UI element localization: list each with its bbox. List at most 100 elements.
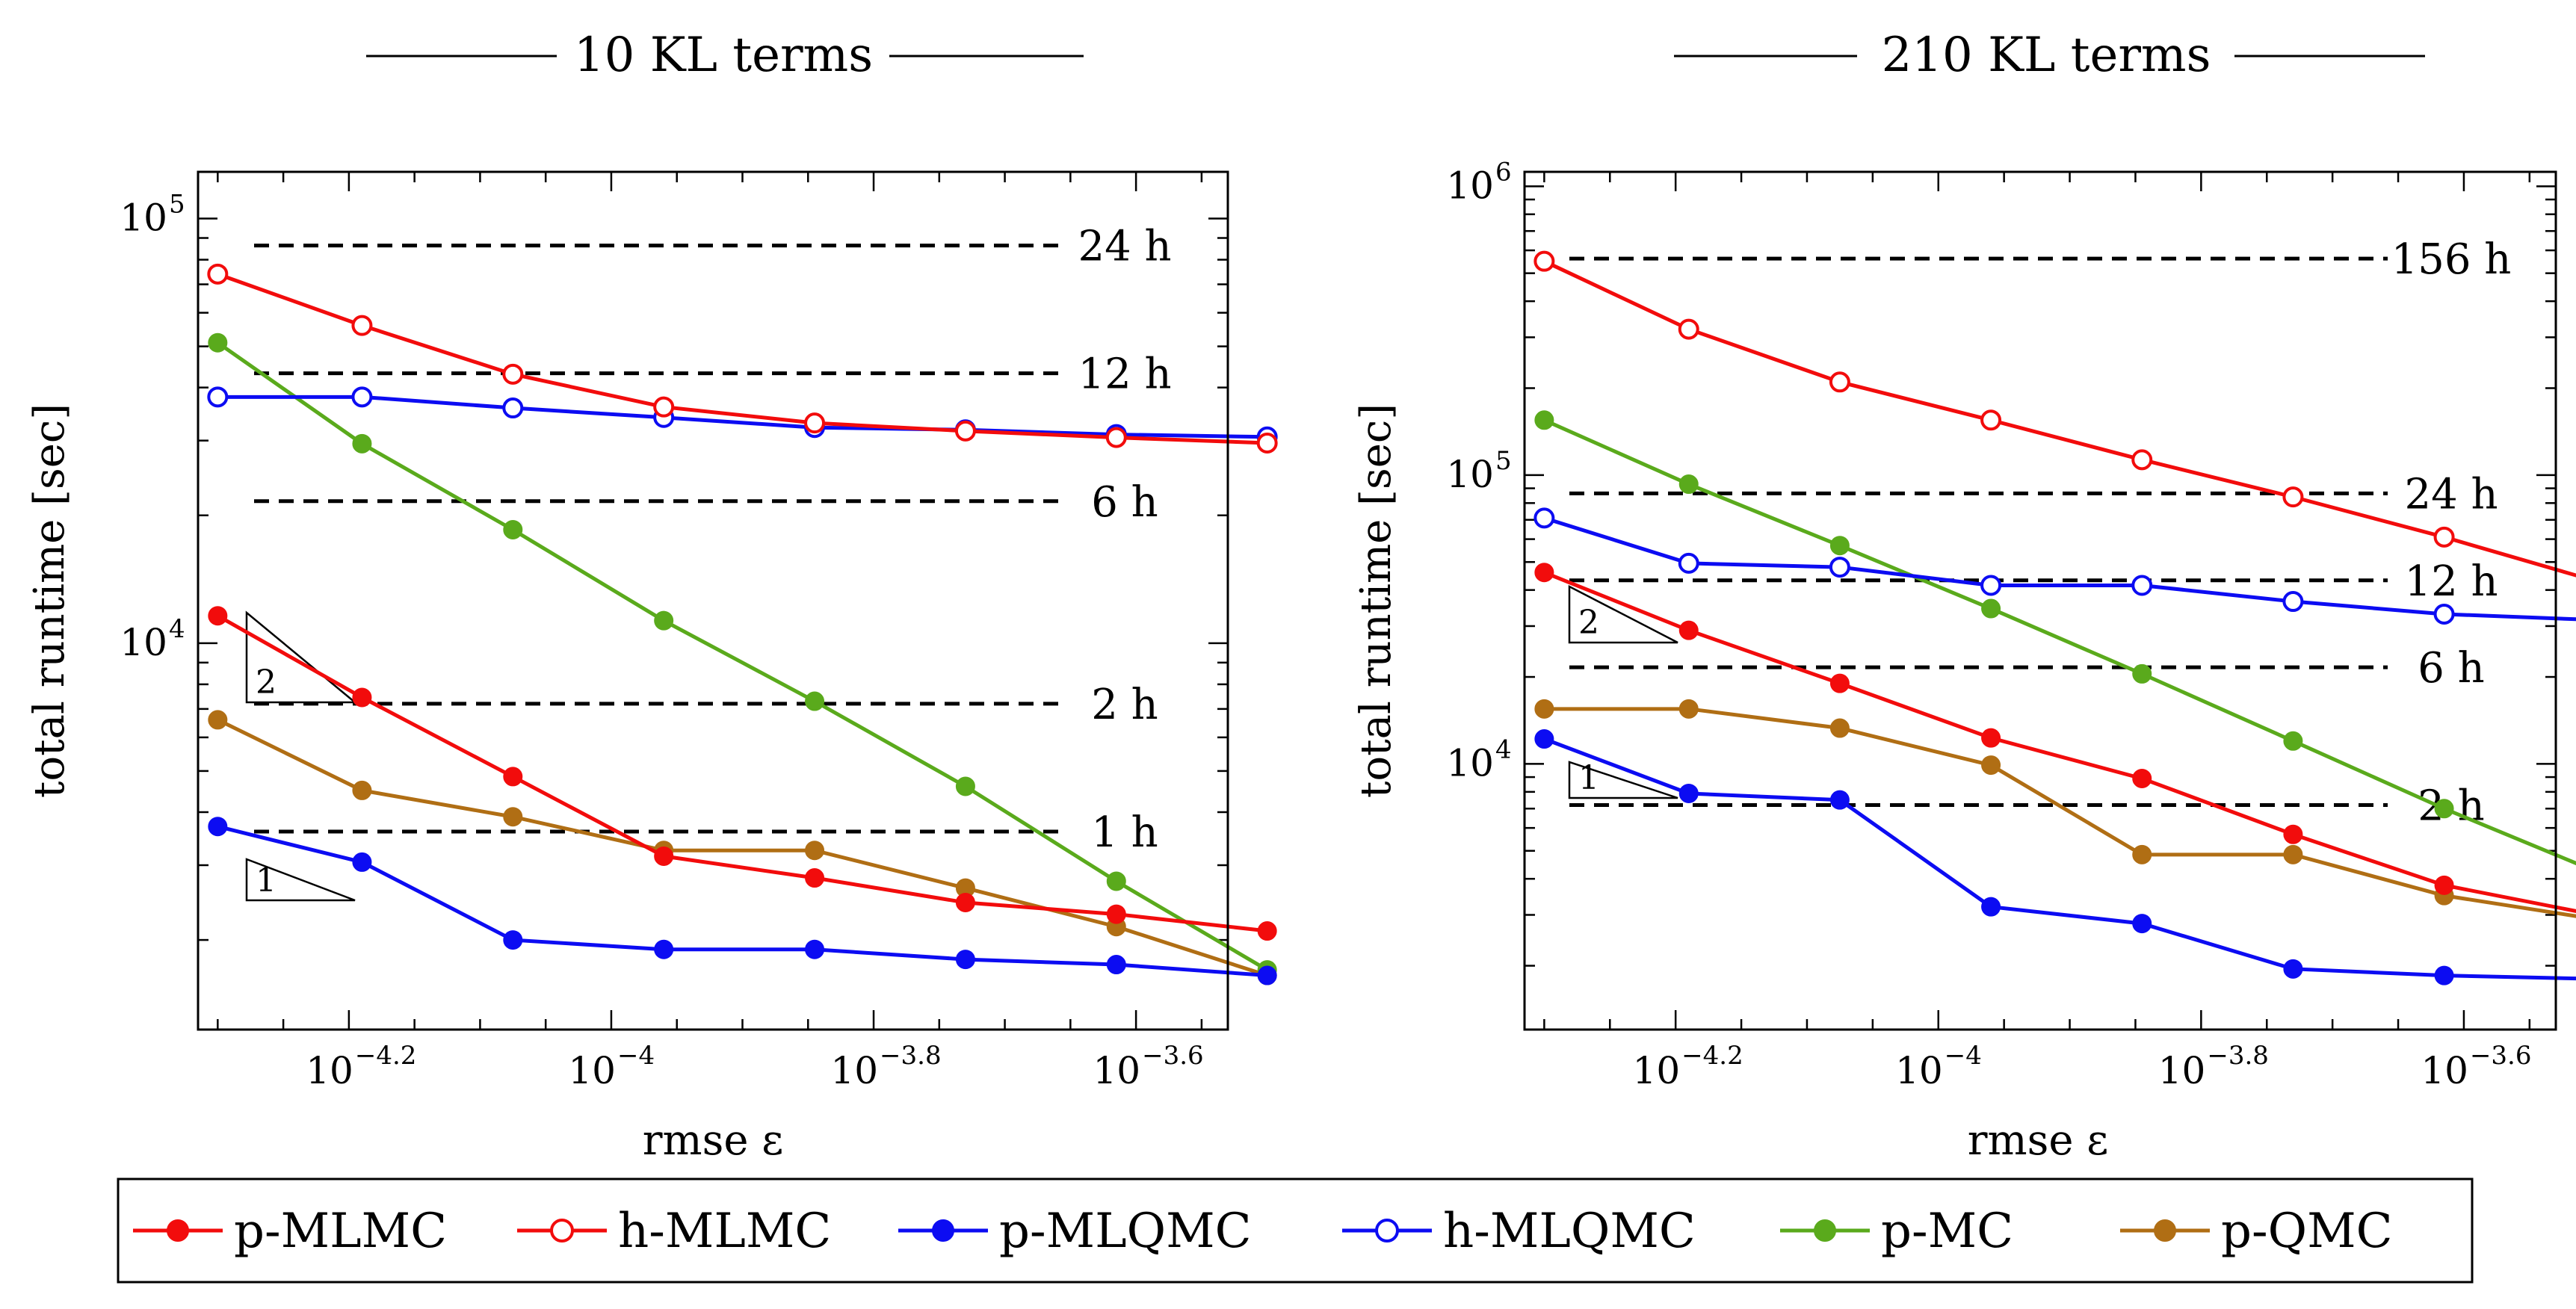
y-tick-label-exponent: 5	[169, 190, 185, 220]
series-line	[1543, 737, 2576, 981]
x-tick-label: 10	[1633, 1049, 1681, 1092]
data-point	[208, 817, 228, 837]
series-line	[1543, 259, 2576, 578]
legend-marker	[1375, 1219, 1399, 1243]
x-tick-label-exponent: −3.8	[2207, 1041, 2269, 1071]
y-tick-label: 10	[1446, 741, 1494, 785]
reference-line-label: 12 h	[1078, 350, 1171, 399]
data-point	[2131, 575, 2153, 596]
y-tick-label: 10	[120, 196, 167, 240]
data-point	[1678, 699, 1699, 719]
data-point	[1534, 410, 1554, 430]
x-tick-label: 10	[568, 1049, 616, 1092]
chart-title: 210 KL terms	[1882, 28, 2211, 83]
data-point	[2132, 663, 2152, 684]
data-point	[1533, 507, 1555, 529]
data-point	[805, 868, 825, 888]
axes-frame	[197, 170, 1229, 1031]
data-point	[2283, 824, 2303, 844]
legend-label: h-MLMC	[618, 1204, 831, 1259]
x-tick-label-exponent: −4	[1945, 1041, 1982, 1071]
legend-entry-p-mlqmc: p-MLQMC	[898, 1204, 1252, 1259]
legend-marker	[2154, 1219, 2176, 1242]
reference-line-label: 6 h	[1091, 478, 1158, 527]
data-point	[1981, 897, 2001, 917]
data-point	[1106, 904, 1126, 924]
data-point	[207, 386, 229, 408]
data-point	[1106, 955, 1126, 975]
data-point	[1678, 620, 1699, 640]
data-point	[1829, 536, 1850, 556]
x-tick-label-exponent: −4	[617, 1041, 655, 1071]
series-h-mlqmc	[1533, 507, 2576, 625]
series-line	[1543, 418, 2576, 866]
data-point	[654, 610, 674, 631]
x-tick-label-exponent: −4.2	[355, 1041, 417, 1071]
data-point	[2433, 603, 2455, 625]
x-axis-label: rmse ε	[1968, 1116, 2109, 1165]
legend-marker	[550, 1219, 574, 1243]
y-tick-label: 10	[1446, 453, 1494, 496]
legend-entry-h-mlqmc: h-MLQMC	[1342, 1204, 1696, 1259]
x-tick-label: 10	[2158, 1049, 2206, 1092]
data-point	[2434, 875, 2454, 895]
data-point	[502, 397, 524, 419]
data-point	[2434, 965, 2454, 985]
y-tick-label-exponent: 5	[1495, 446, 1512, 476]
series-p-mlqmc	[208, 817, 1277, 985]
data-point	[1534, 729, 1554, 749]
legend-frame	[117, 1178, 2474, 1284]
series-line	[217, 718, 1268, 977]
reference-line-label: 12 h	[2404, 557, 2498, 606]
x-axis-label: rmse ε	[643, 1116, 784, 1165]
data-point	[805, 939, 825, 959]
data-point	[2131, 449, 2153, 471]
data-point	[2282, 486, 2304, 508]
data-point	[955, 776, 975, 796]
reference-line-label: 156 h	[2391, 235, 2512, 284]
data-point	[1256, 432, 1278, 454]
chart-title: 10 KL terms	[574, 28, 873, 83]
legend-entry-p-mlmc: p-MLMC	[133, 1204, 447, 1259]
legend-label: p-MLQMC	[999, 1204, 1252, 1259]
reference-line-label: 24 h	[2404, 470, 2498, 519]
x-tick-label-exponent: −3.8	[880, 1041, 942, 1071]
series-line	[217, 272, 1267, 445]
data-point	[208, 332, 228, 353]
data-point	[805, 841, 825, 861]
data-point	[503, 519, 523, 539]
legend-marker	[1814, 1219, 1836, 1242]
data-point	[352, 852, 372, 872]
data-point	[352, 433, 372, 454]
x-tick-label-exponent: −3.6	[1142, 1041, 1204, 1071]
data-point	[1829, 790, 1850, 810]
data-point	[1980, 409, 2002, 431]
data-point	[351, 315, 373, 336]
legend-marker	[167, 1219, 189, 1242]
series-p-mlqmc	[1534, 729, 2576, 985]
reference-line-label: 24 h	[1078, 223, 1171, 271]
data-point	[1534, 699, 1554, 719]
x-tick-label-exponent: −4.2	[1681, 1041, 1743, 1071]
data-point	[1980, 575, 2002, 596]
data-point	[351, 386, 373, 408]
data-point	[1257, 921, 1277, 941]
y-tick-label-exponent: 6	[1495, 157, 1512, 187]
slope-triangle	[245, 858, 356, 902]
y-axis-label: total runtime [sec]	[25, 403, 74, 798]
series-line	[1544, 707, 2576, 918]
data-point	[503, 767, 523, 787]
series-p-mlmc	[208, 606, 1277, 941]
series-line	[217, 824, 1267, 978]
slope-triangle	[1568, 761, 1678, 799]
data-point	[207, 263, 229, 285]
data-point	[2283, 959, 2303, 979]
data-point	[955, 892, 975, 912]
series-p-mlmc	[1534, 563, 2576, 913]
slope-triangle-label: 1	[1578, 759, 1599, 797]
reference-line-label: 1 h	[1091, 808, 1158, 857]
